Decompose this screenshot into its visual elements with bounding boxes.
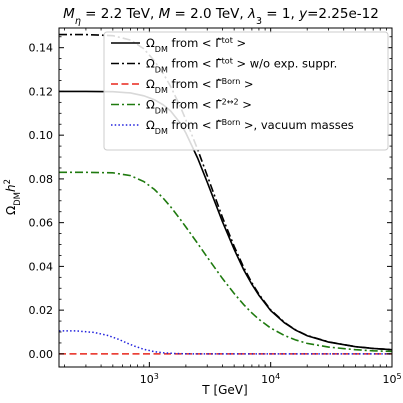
ticks-layer: 0.00 0.02 0.04 0.06 0.08 0.10 0.12 0.14 103 104 10… bbox=[29, 28, 402, 386]
y-tick-label: 0.00 bbox=[29, 348, 54, 361]
y-tick-label: 0.04 bbox=[29, 260, 54, 273]
x-tick-label: 104 bbox=[261, 372, 280, 387]
y-tick-label: 0.06 bbox=[29, 217, 54, 230]
y-tick-label: 0.02 bbox=[29, 304, 54, 317]
legend: ΩDM from < Γ̂tot > ΩDM from < Γ̂tot > w/o… bbox=[103, 31, 389, 151]
x-axis-label: T [GeV] bbox=[201, 383, 247, 397]
legend-entry-born_vacuum: ΩDM from < Γ̂Born >, vacuum masses bbox=[111, 118, 354, 136]
legend-label: ΩDM from < Γ̂Born >, vacuum masses bbox=[146, 118, 354, 136]
legend-label: ΩDM from < Γ̂tot > bbox=[146, 36, 246, 54]
legend-box bbox=[103, 31, 389, 151]
legend-entry-tot: ΩDM from < Γ̂tot > bbox=[111, 36, 246, 54]
x-tick-label: 103 bbox=[140, 372, 159, 387]
series-line-born_vacuum bbox=[59, 330, 392, 355]
series-line-two_to_two bbox=[59, 171, 392, 353]
chart-title: Mη = 2.2 TeV, M = 2.0 TeV, λ3 = 1, y=2.2… bbox=[63, 6, 379, 27]
plot-frame bbox=[58, 27, 393, 368]
y-tick-label: 0.12 bbox=[29, 85, 54, 98]
y-tick-label: 0.14 bbox=[29, 42, 54, 55]
legend-entry-born: ΩDM from < Γ̂Born > bbox=[111, 77, 254, 95]
legend-entry-tot_noexp: ΩDM from < Γ̂tot > w/o exp. suppr. bbox=[111, 56, 337, 74]
legend-label: ΩDM from < Γ̂Born > bbox=[146, 77, 254, 95]
y-tick-label: 0.10 bbox=[29, 129, 54, 142]
y-tick-label: 0.08 bbox=[29, 173, 54, 186]
legend-entry-two_to_two: ΩDM from < Γ̂2↔2 > bbox=[111, 97, 252, 115]
legend-label: ΩDM from < Γ̂2↔2 > bbox=[146, 97, 252, 115]
legend-label: ΩDM from < Γ̂tot > w/o exp. suppr. bbox=[146, 56, 337, 74]
y-axis-label: ΩDMh2 bbox=[3, 179, 23, 215]
x-tick-label: 105 bbox=[382, 372, 401, 387]
